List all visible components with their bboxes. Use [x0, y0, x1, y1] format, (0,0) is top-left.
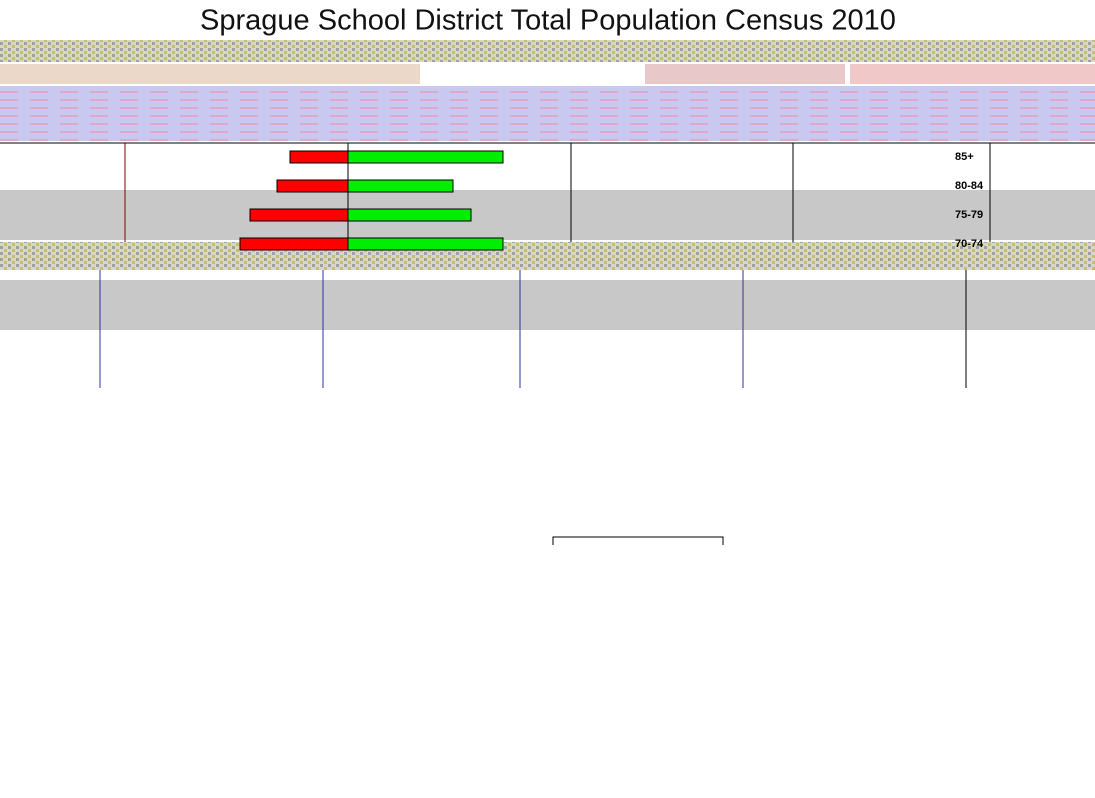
bar: [290, 151, 348, 163]
bar: [348, 209, 471, 221]
bar: [348, 180, 453, 192]
bar: [348, 238, 503, 250]
chart: Sprague School District Total Population…: [0, 0, 1095, 798]
age-label: 80-84: [955, 180, 984, 192]
background-layout: [0, 40, 1095, 545]
age-label: 85+: [955, 151, 974, 163]
bar: [348, 151, 503, 163]
chart-title: Sprague School District Total Population…: [200, 5, 896, 37]
bar: [250, 209, 348, 221]
bar: [277, 180, 348, 192]
age-label: 70-74: [955, 238, 984, 250]
bar: [240, 238, 348, 250]
age-label: 75-79: [955, 209, 983, 221]
